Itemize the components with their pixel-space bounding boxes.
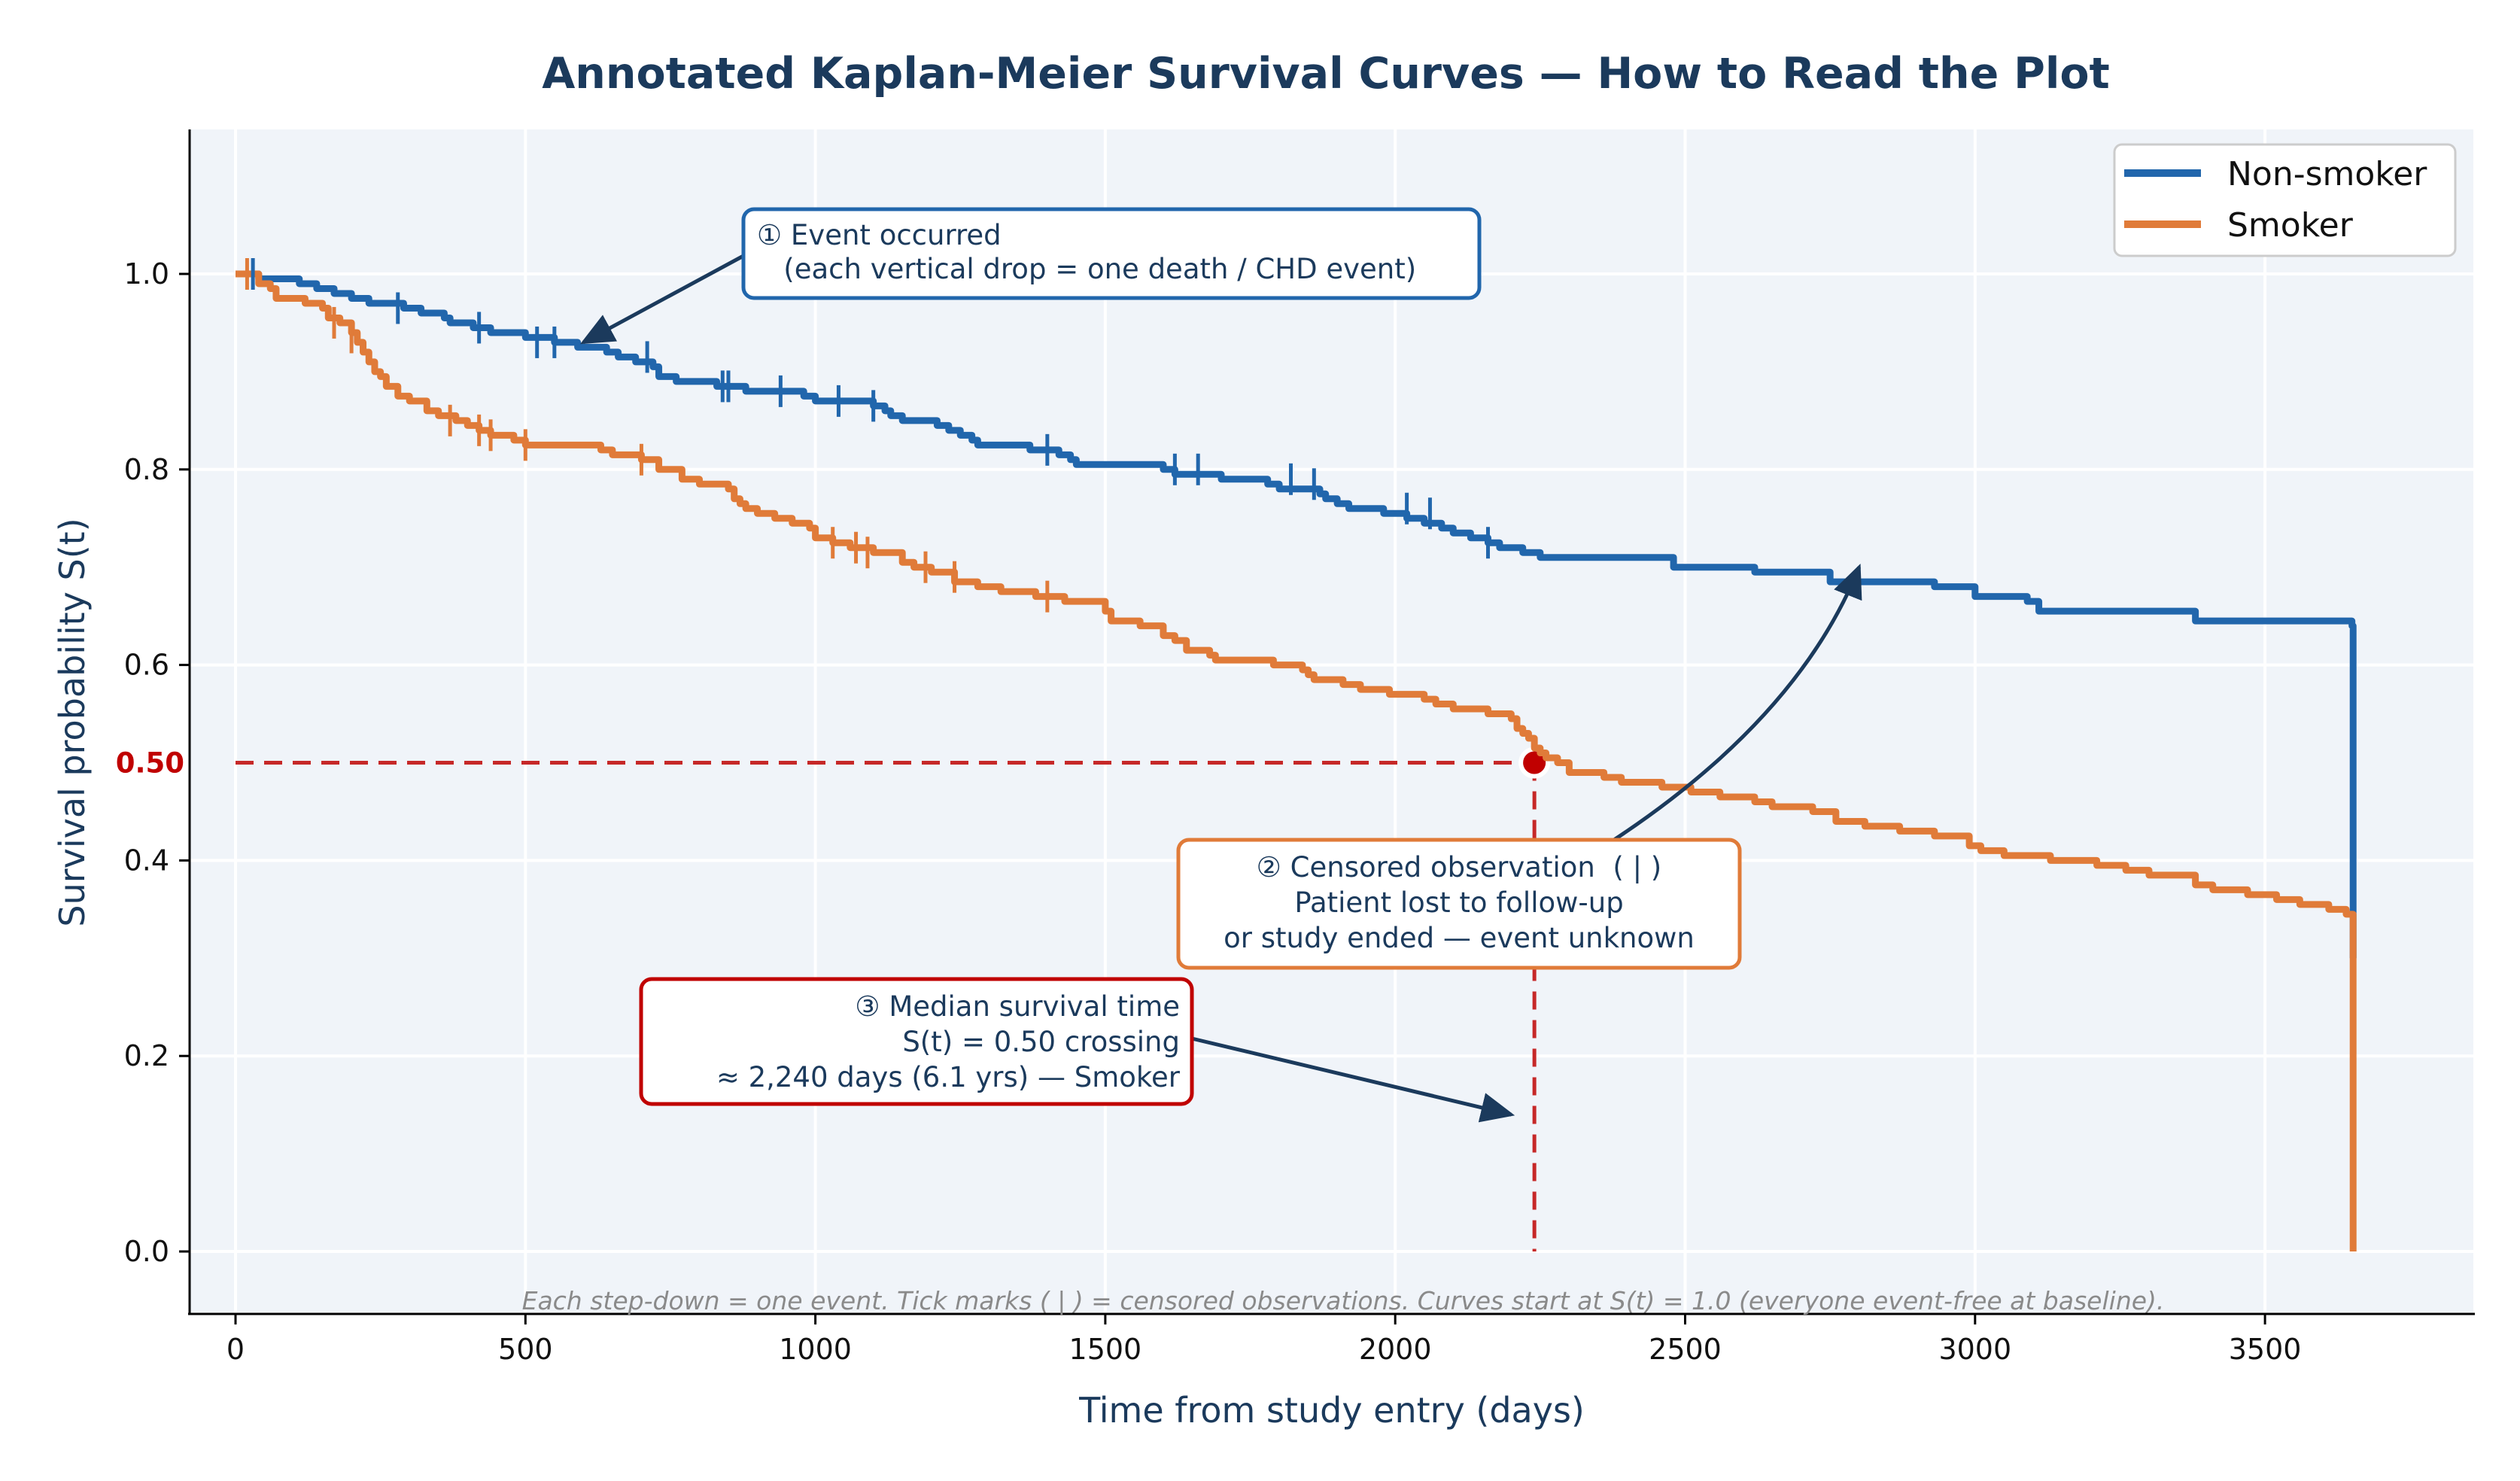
annotation-event: ① Event occurred (each vertical drop = o… [579,207,1482,345]
annotation-line: ③ Median survival time [855,990,1180,1023]
y-axis-ticks: 0.0 0.2 0.4 0.6 0.8 1.0 [124,257,190,1268]
y-axis-label: Survival probability S(t) [52,518,93,926]
annotation-arrow [1613,564,1862,842]
annotation-line: or study ended — event unknown [1224,922,1695,954]
annotation-line: ① Event occurred [757,219,1002,251]
annotation-arrow [579,254,745,345]
survival-curve-smoker [236,270,2357,1251]
x-tick-label: 500 [498,1333,553,1366]
y-tick-label: 0.8 [124,453,169,486]
x-tick-label: 0 [226,1333,245,1366]
footnote: Each step-down = one event. Tick marks (… [522,1286,2165,1315]
y-tick-label: 0.2 [124,1039,169,1072]
y-tick-label: 0.0 [124,1235,169,1268]
y-tick-label: 1.0 [124,257,169,290]
legend-label-smoker: Smoker [2227,206,2354,245]
annotation-line: ② Censored observation ( | ) [1257,851,1662,883]
y-tick-label: 0.6 [124,649,169,682]
annotation-arrow [1191,1036,1515,1123]
chart-title: Annotated Kaplan-Meier Survival Curves —… [542,49,2110,99]
x-tick-label: 2500 [1649,1333,1722,1366]
x-tick-label: 3000 [1938,1333,2011,1366]
x-tick-label: 1500 [1069,1333,1142,1366]
x-axis-label: Time from study entry (days) [1078,1390,1585,1431]
legend-label-non-smoker: Non-smoker [2227,155,2427,193]
legend: Non-smoker Smoker [2113,143,2457,257]
median-y-label: 0.50 [116,747,184,780]
annotation-line: S(t) = 0.50 crossing [902,1026,1180,1058]
annotation-line: Patient lost to follow-up [1294,886,1623,919]
plot-area [190,129,2473,1312]
y-tick-label: 0.4 [124,844,169,877]
x-tick-label: 2000 [1359,1333,1432,1366]
x-tick-label: 1000 [779,1333,852,1366]
annotation-box [639,977,1194,1106]
annotation-line: (each vertical drop = one death / CHD ev… [757,253,1416,285]
annotation-censored: ② Censored observation ( | )Patient lost… [1176,564,1862,970]
median-guides: 0.50 [116,747,1551,1251]
annotation-box [741,207,1482,300]
x-axis-ticks: 0 500 1000 1500 2000 2500 3000 3500 [226,1314,2302,1366]
censor-marks [245,258,1490,613]
x-tick-label: 3500 [2229,1333,2302,1366]
annotation-box [1176,838,1742,970]
annotations: ① Event occurred (each vertical drop = o… [579,207,1862,1123]
annotation-line: ≈ 2,240 days (6.1 yrs) — Smoker [716,1061,1181,1093]
